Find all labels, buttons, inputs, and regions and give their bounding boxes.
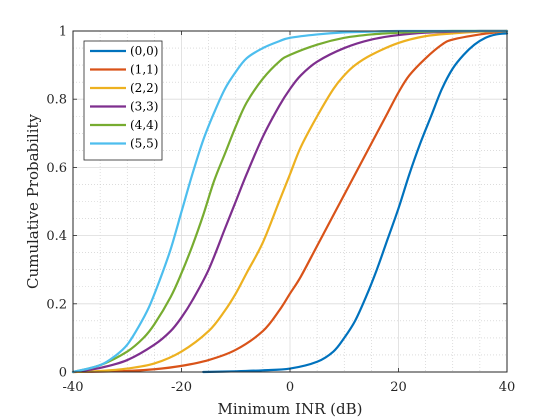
x-tick-labels: -40 -20 0 20 40 — [63, 380, 516, 395]
legend-label: (0,0) — [130, 44, 158, 58]
series-line-1 — [71, 29, 509, 374]
x-tick-label: 20 — [390, 380, 407, 395]
legend-label: (3,3) — [130, 100, 158, 114]
x-tick-label: -40 — [63, 380, 84, 395]
series-line-4 — [71, 29, 509, 374]
legend-label: (2,2) — [130, 81, 158, 95]
series-line-2 — [71, 29, 509, 374]
x-tick-label: 40 — [499, 380, 516, 395]
legend-label: (4,4) — [130, 118, 158, 132]
y-tick-label: 0.6 — [46, 161, 67, 176]
legend-box — [83, 40, 163, 161]
y-tick-labels: 0 0.2 0.4 0.6 0.8 1 — [46, 25, 67, 381]
legend-label: (1,1) — [130, 63, 158, 77]
y-axis-label: Cumulative Probability — [24, 113, 42, 289]
x-axis-label: Minimum INR (dB) — [218, 400, 363, 418]
series-line-5 — [71, 29, 509, 374]
y-tick-label: 0.4 — [46, 229, 67, 244]
legend-label: (5,5) — [130, 137, 158, 151]
tick-marks — [72, 30, 508, 373]
legend: (0,0) (1,1) (2,2) (3,3) (4,4) (5,5) — [83, 40, 163, 161]
y-tick-label: 0.2 — [46, 297, 67, 312]
y-tick-label: 0 — [59, 366, 67, 381]
series-layer — [71, 29, 509, 374]
y-tick-label: 1 — [59, 25, 67, 40]
y-tick-label: 0.8 — [46, 93, 67, 108]
x-tick-label: 0 — [286, 380, 294, 395]
series-line-0 — [202, 32, 509, 374]
x-tick-label: -20 — [171, 380, 192, 395]
series-line-3 — [71, 29, 509, 374]
